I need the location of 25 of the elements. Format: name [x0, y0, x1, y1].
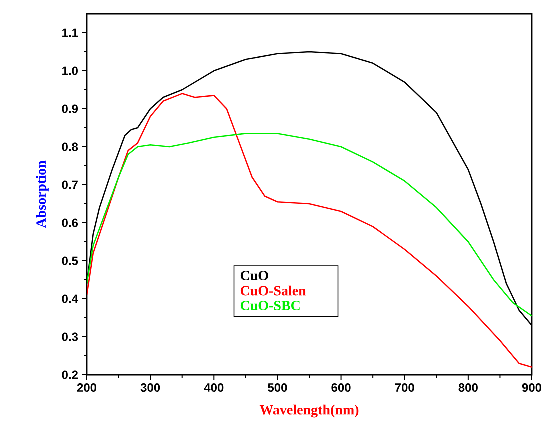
y-tick-label: 0.9 — [62, 104, 78, 114]
x-tick-label: 900 — [522, 384, 542, 392]
y-tick-label: 0.2 — [62, 370, 78, 380]
y-tick-label: 1.1 — [62, 28, 78, 38]
y-tick-label: 0.8 — [62, 142, 78, 152]
line-series — [87, 93, 532, 368]
x-axis-title: Wavelength(nm) — [260, 404, 359, 418]
x-tick-label: 500 — [268, 384, 288, 392]
x-tick-label: 300 — [140, 384, 160, 392]
y-tick-label: 0.4 — [62, 294, 78, 304]
y-axis-title: Absorption — [36, 160, 49, 228]
line-series — [87, 133, 532, 317]
x-tick-label: 400 — [204, 384, 224, 392]
text: CuO — [240, 271, 268, 281]
y-tick-label: 0.6 — [62, 218, 78, 228]
y-tick-label: 1.0 — [62, 66, 78, 76]
y-tick-label: 0.7 — [62, 180, 78, 190]
y-tick-label: 0.3 — [62, 332, 78, 342]
x-tick-label: 600 — [332, 384, 351, 392]
text: CuO-Salen — [240, 286, 306, 296]
x-tick-label: 200 — [77, 384, 97, 392]
y-tick-label: 0.5 — [62, 256, 78, 266]
x-tick-label: 700 — [395, 384, 414, 392]
x-tick-label: 800 — [458, 384, 478, 392]
text: CuO-SBC — [240, 301, 300, 311]
